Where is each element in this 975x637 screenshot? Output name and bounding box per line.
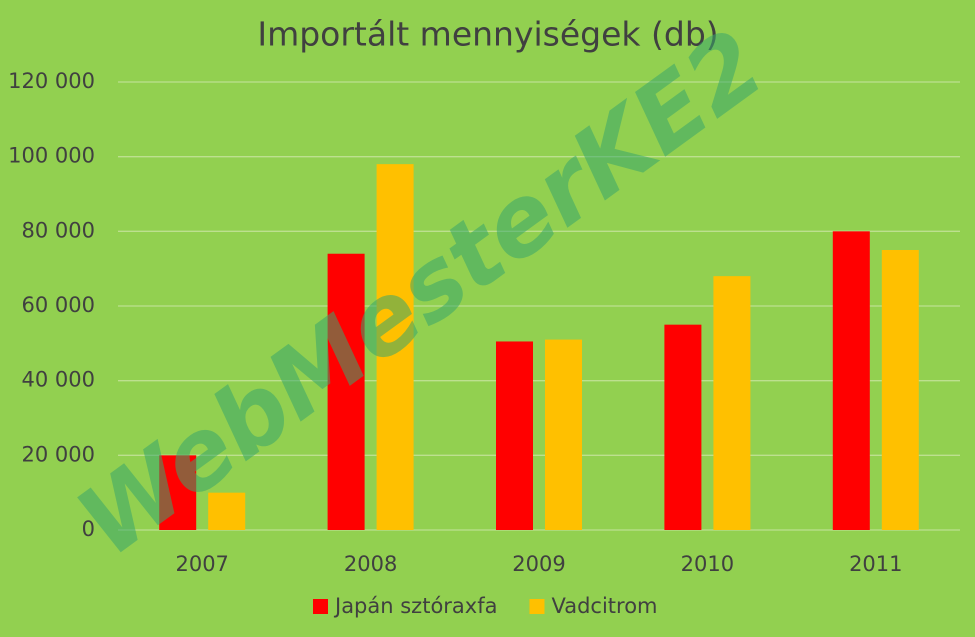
bar (208, 492, 246, 530)
y-tick-label: 80 000 (22, 218, 95, 242)
bar (545, 339, 582, 530)
legend-swatch (529, 599, 545, 614)
bar (496, 341, 533, 530)
bar (713, 276, 751, 530)
y-tick-label: 40 000 (22, 368, 95, 392)
x-tick-label: 2008 (344, 552, 397, 576)
bar (376, 164, 414, 530)
legend-label: Vadcitrom (551, 594, 657, 618)
bar (327, 253, 365, 530)
y-tick-label: 0 (82, 517, 95, 541)
x-tick-label: 2007 (175, 552, 228, 576)
bar (881, 250, 919, 530)
y-tick-label: 100 000 (8, 144, 95, 168)
x-tick-label: 2009 (512, 552, 565, 576)
y-tick-label: 120 000 (8, 69, 95, 93)
legend-swatch (313, 599, 328, 614)
bar (159, 455, 197, 530)
x-tick-label: 2010 (681, 552, 734, 576)
y-tick-label: 20 000 (22, 442, 95, 466)
bar (664, 324, 702, 530)
bar (832, 231, 870, 531)
x-tick-label: 2011 (849, 552, 902, 576)
legend-label: Japán sztóraxfa (333, 594, 497, 618)
y-tick-label: 60 000 (22, 293, 95, 317)
chart-title: Importált mennyiségek (db) (257, 15, 718, 54)
